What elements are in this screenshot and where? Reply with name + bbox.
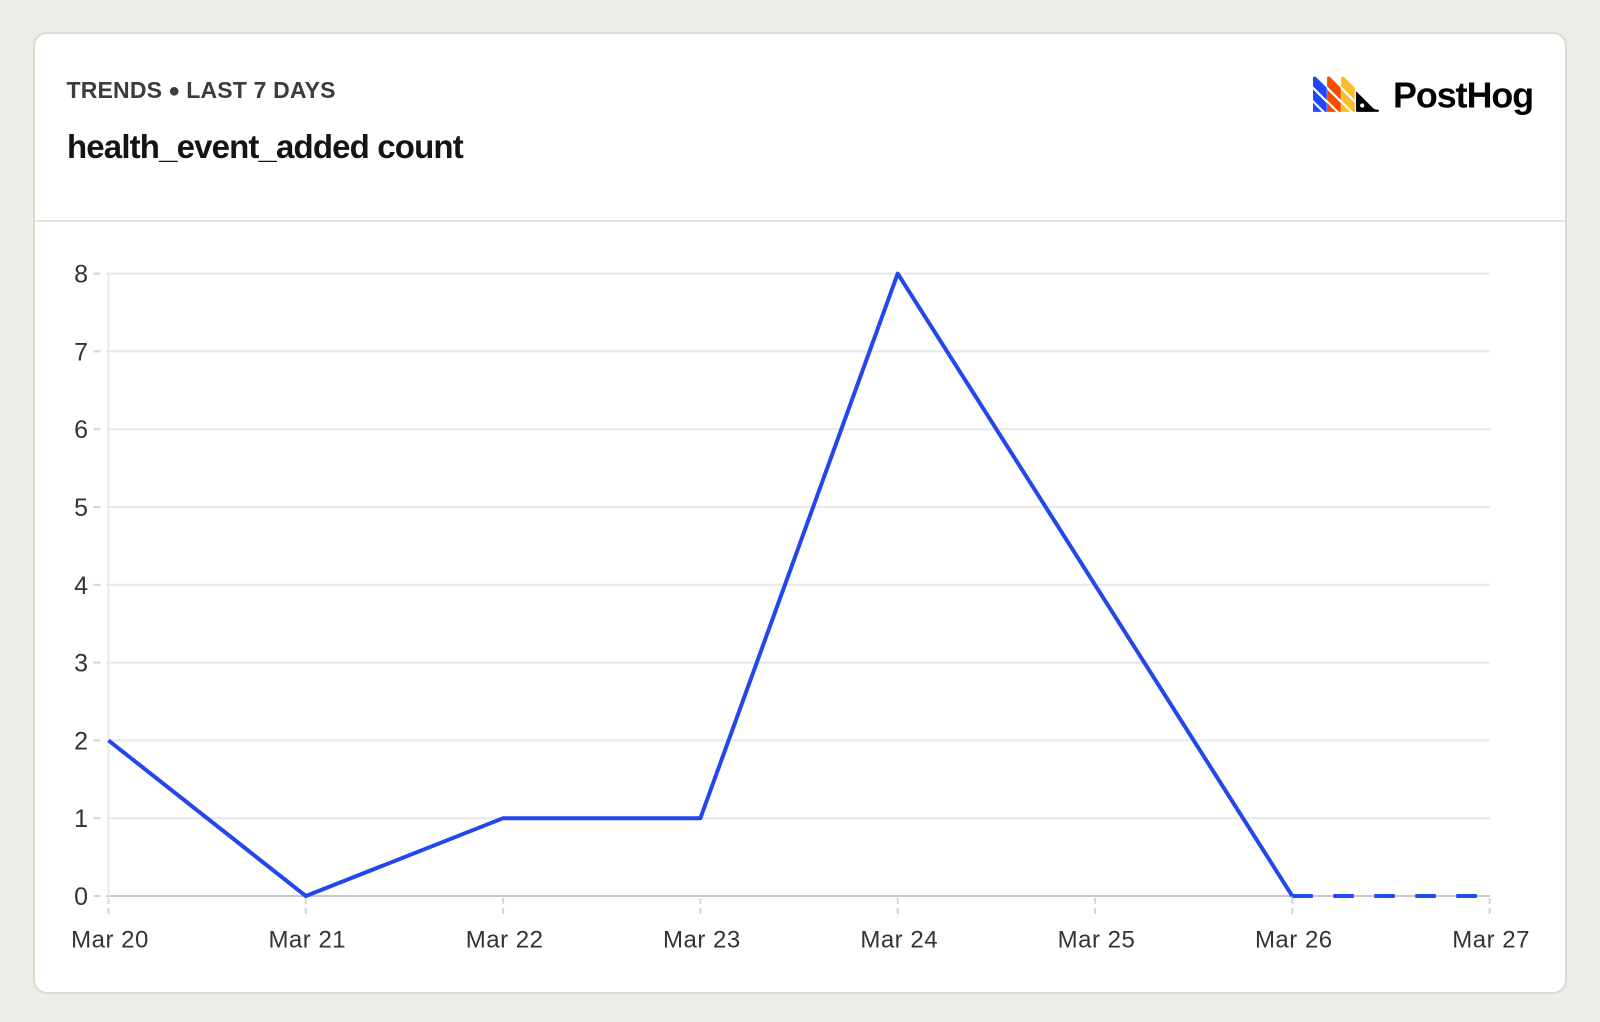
svg-text:5: 5 xyxy=(74,494,88,522)
svg-text:Mar 24: Mar 24 xyxy=(860,926,938,953)
svg-text:3: 3 xyxy=(74,650,88,678)
svg-text:Mar 21: Mar 21 xyxy=(268,926,346,953)
svg-text:1: 1 xyxy=(74,805,88,833)
svg-text:Mar 23: Mar 23 xyxy=(663,926,741,953)
svg-text:4: 4 xyxy=(74,572,88,600)
svg-text:PostHog: PostHog xyxy=(1393,76,1533,115)
svg-text:Mar 26: Mar 26 xyxy=(1255,926,1333,953)
svg-text:8: 8 xyxy=(74,261,88,289)
svg-text:Mar 27: Mar 27 xyxy=(1452,926,1530,953)
svg-text:2: 2 xyxy=(74,727,88,755)
svg-text:0: 0 xyxy=(74,883,88,911)
svg-text:Mar 20: Mar 20 xyxy=(71,926,149,953)
svg-text:Mar 25: Mar 25 xyxy=(1058,926,1136,953)
svg-text:7: 7 xyxy=(74,338,88,366)
svg-text:6: 6 xyxy=(74,416,88,444)
svg-text:Mar 22: Mar 22 xyxy=(466,926,544,953)
